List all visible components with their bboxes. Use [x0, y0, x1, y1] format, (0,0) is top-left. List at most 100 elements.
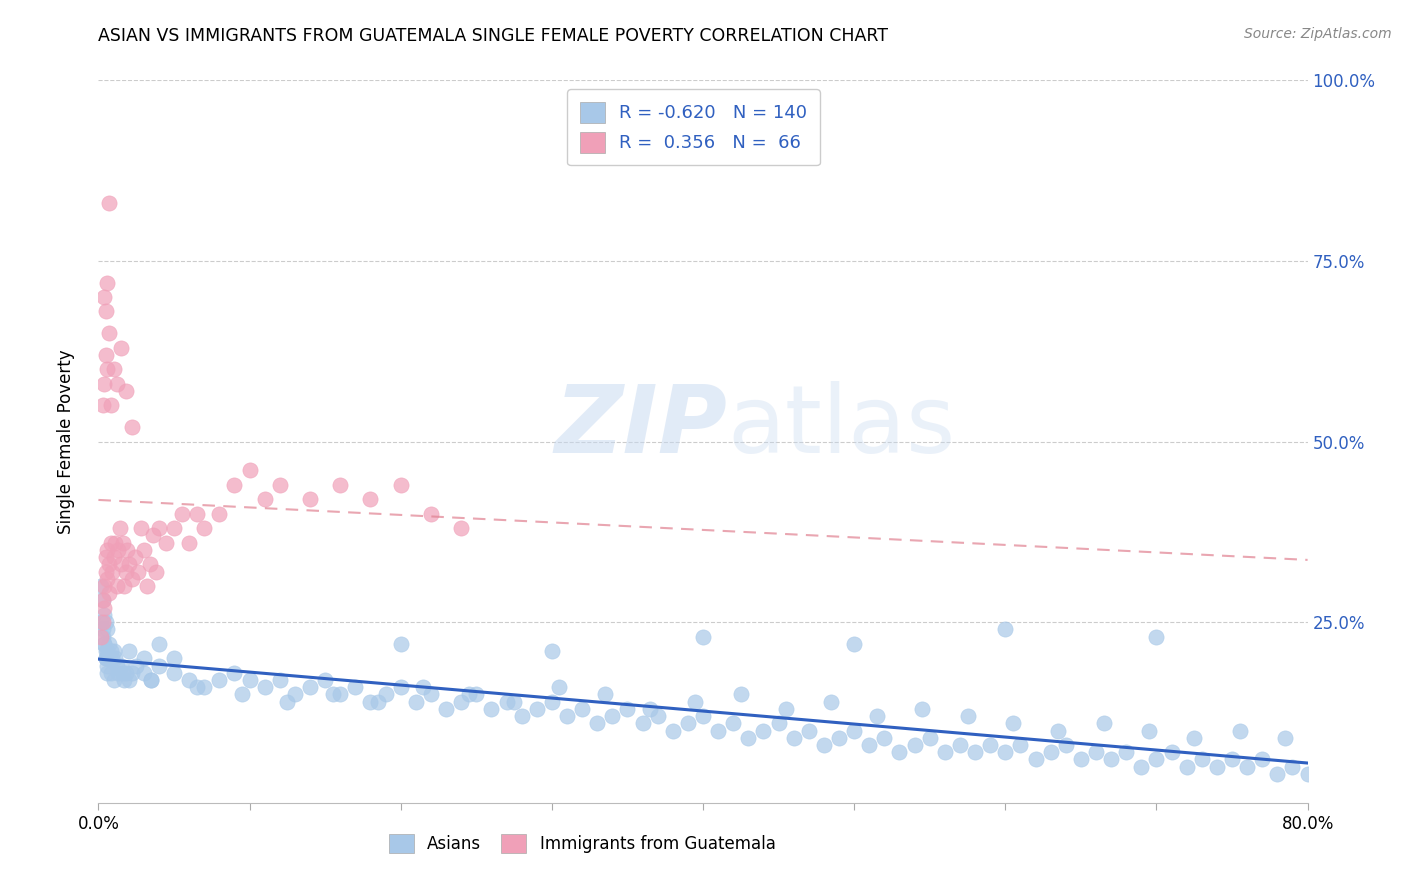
Y-axis label: Single Female Poverty: Single Female Poverty	[56, 350, 75, 533]
Point	[858, 738, 880, 752]
Point	[329, 687, 352, 701]
Point	[1039, 745, 1062, 759]
Point	[503, 695, 526, 709]
Point	[94, 651, 117, 665]
Point	[904, 738, 927, 752]
Point	[873, 731, 896, 745]
Point	[104, 535, 127, 549]
Point	[110, 558, 132, 572]
Point	[1274, 731, 1296, 745]
Point	[1024, 752, 1046, 766]
Point	[139, 558, 162, 572]
Point	[571, 702, 593, 716]
Point	[457, 687, 479, 701]
Point	[170, 507, 193, 521]
Point	[114, 665, 136, 680]
Point	[647, 709, 669, 723]
Point	[638, 702, 661, 716]
Point	[1137, 723, 1160, 738]
Point	[1281, 760, 1303, 774]
Point	[129, 521, 152, 535]
Point	[179, 673, 201, 687]
Point	[148, 658, 170, 673]
Point	[132, 542, 155, 557]
Point	[93, 376, 115, 391]
Point	[314, 673, 336, 687]
Point	[107, 665, 129, 680]
Point	[98, 637, 121, 651]
Point	[911, 702, 934, 716]
Point	[979, 738, 1001, 752]
Point	[820, 695, 842, 709]
Point	[100, 398, 122, 412]
Point	[1047, 723, 1070, 738]
Point	[548, 680, 571, 694]
Point	[844, 723, 866, 738]
Point	[111, 665, 134, 680]
Point	[145, 565, 167, 579]
Text: Source: ZipAtlas.com: Source: ZipAtlas.com	[1244, 27, 1392, 41]
Point	[127, 565, 149, 579]
Point	[434, 702, 457, 716]
Point	[105, 376, 128, 391]
Point	[100, 644, 122, 658]
Point	[1220, 752, 1243, 766]
Point	[93, 637, 115, 651]
Point	[208, 507, 231, 521]
Point	[96, 572, 118, 586]
Point	[96, 623, 118, 637]
Point	[103, 644, 125, 658]
Point	[115, 542, 138, 557]
Point	[93, 637, 115, 651]
Point	[344, 680, 367, 694]
Point	[775, 702, 797, 716]
Point	[1191, 752, 1213, 766]
Point	[465, 687, 488, 701]
Point	[1010, 738, 1032, 752]
Point	[231, 687, 253, 701]
Point	[1144, 752, 1167, 766]
Point	[90, 630, 112, 644]
Point	[90, 615, 112, 630]
Point	[322, 687, 344, 701]
Point	[593, 687, 616, 701]
Point	[101, 651, 124, 665]
Point	[631, 716, 654, 731]
Point	[420, 507, 443, 521]
Point	[98, 586, 121, 600]
Point	[1001, 716, 1024, 731]
Point	[94, 348, 117, 362]
Point	[284, 687, 307, 701]
Point	[135, 579, 157, 593]
Point	[141, 673, 163, 687]
Point	[96, 542, 118, 557]
Point	[374, 687, 396, 701]
Point	[98, 326, 121, 340]
Point	[1229, 723, 1251, 738]
Point	[1054, 738, 1077, 752]
Point	[1206, 760, 1229, 774]
Point	[186, 680, 208, 694]
Point	[103, 673, 125, 687]
Point	[360, 695, 382, 709]
Point	[918, 731, 941, 745]
Point	[1099, 752, 1122, 766]
Point	[208, 673, 231, 687]
Point	[93, 600, 115, 615]
Point	[91, 615, 114, 630]
Point	[1160, 745, 1182, 759]
Point	[121, 665, 143, 680]
Point	[103, 362, 125, 376]
Point	[1296, 767, 1319, 781]
Point	[1144, 630, 1167, 644]
Point	[253, 492, 276, 507]
Point	[96, 665, 118, 680]
Point	[360, 492, 382, 507]
Point	[91, 593, 114, 607]
Point	[450, 521, 472, 535]
Point	[844, 637, 866, 651]
Point	[253, 680, 276, 694]
Point	[269, 673, 291, 687]
Point	[602, 709, 624, 723]
Point	[676, 716, 699, 731]
